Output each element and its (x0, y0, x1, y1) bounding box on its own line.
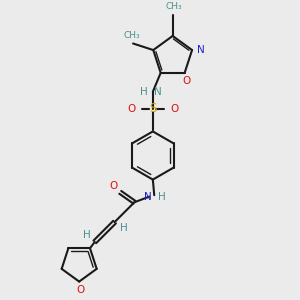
Text: O: O (127, 104, 135, 114)
Text: N: N (197, 45, 205, 55)
Text: O: O (182, 76, 190, 86)
Text: H: H (140, 87, 148, 97)
Text: CH₃: CH₃ (123, 31, 140, 40)
Text: H: H (158, 192, 166, 202)
Text: N: N (154, 87, 162, 97)
Text: O: O (170, 104, 178, 114)
Text: O: O (76, 285, 84, 295)
Text: N: N (144, 192, 152, 202)
Text: S: S (149, 102, 157, 115)
Text: CH₃: CH₃ (166, 2, 182, 11)
Text: H: H (83, 230, 91, 241)
Text: H: H (120, 224, 128, 233)
Text: O: O (109, 181, 117, 191)
